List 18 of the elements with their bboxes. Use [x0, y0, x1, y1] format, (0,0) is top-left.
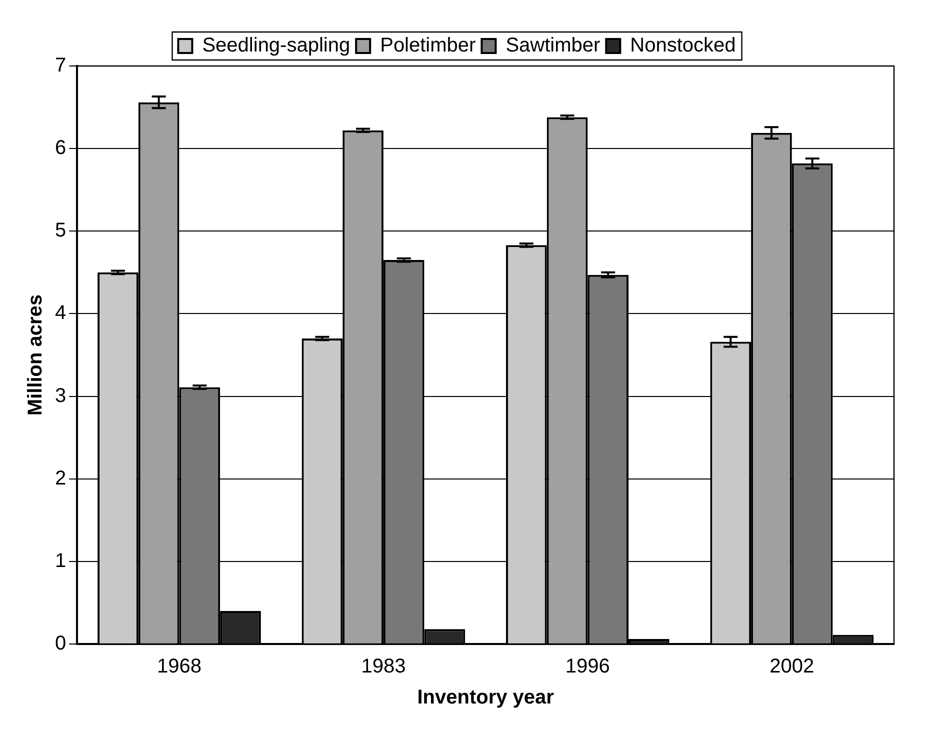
x-axis-title: Inventory year [417, 686, 554, 709]
x-tick-label: 1996 [565, 656, 610, 678]
y-tick-label: 4 [55, 302, 66, 324]
y-tick-label: 1 [55, 550, 66, 572]
legend-label: Seedling-sapling [202, 34, 350, 57]
y-tick-label: 7 [55, 54, 66, 77]
y-tick-label: 3 [55, 384, 66, 407]
legend-label: Nonstocked [630, 34, 736, 57]
x-tick-label: 1968 [156, 656, 202, 678]
y-tick-label: 6 [55, 137, 66, 160]
y-axis-title: Million acres [24, 294, 47, 416]
legend-label: Sawtimber [506, 34, 601, 57]
y-tick-label: 2 [55, 467, 66, 490]
x-tick-label: 2002 [770, 656, 814, 678]
x-tick-label: 1983 [361, 656, 406, 678]
legend-label: Poletimber [380, 34, 476, 57]
y-tick-label: 0 [55, 632, 66, 655]
y-tick-label: 5 [55, 220, 66, 242]
